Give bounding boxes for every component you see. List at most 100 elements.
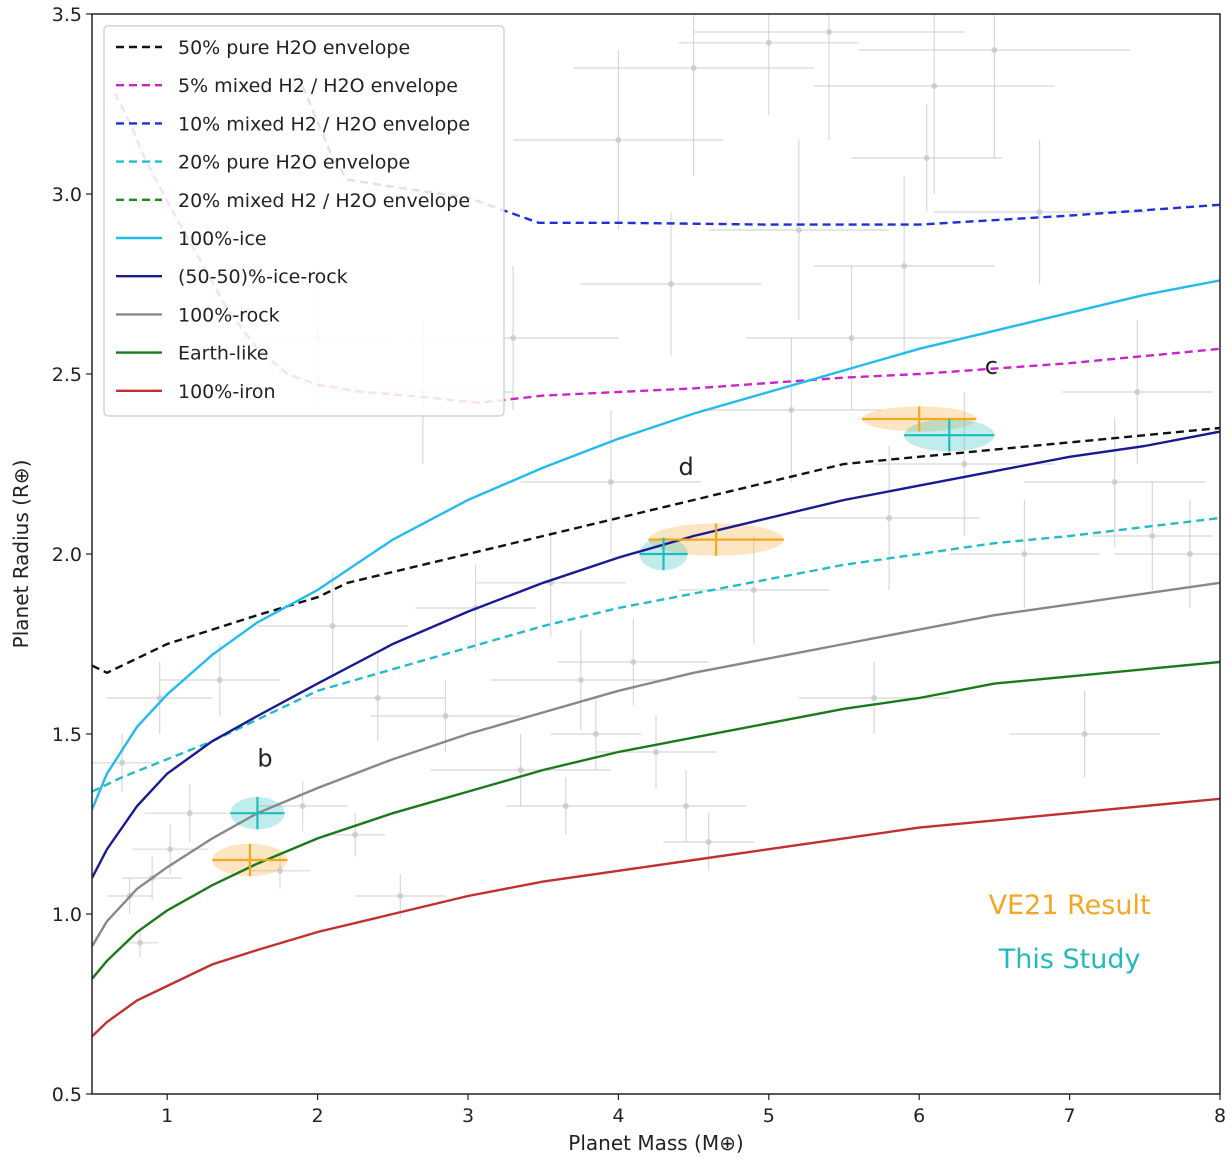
legend-item: 10% mixed H2 / H2O envelope [116, 113, 470, 135]
x-tick-label: 7 [1064, 1105, 1076, 1127]
y-tick-label: 1.0 [52, 904, 82, 926]
background-point [310, 654, 446, 742]
legend-label: Earth-like [178, 343, 268, 365]
background-point [1062, 320, 1213, 464]
legend-label: 20% mixed H2 / H2O envelope [178, 190, 470, 212]
background-point [505, 777, 626, 835]
legend-item: 100%-ice [116, 228, 267, 250]
legend-item: 20% pure H2O envelope [116, 152, 410, 174]
x-tick-label: 1 [161, 1105, 173, 1127]
background-point [708, 140, 890, 320]
x-tick-label: 4 [612, 1105, 624, 1127]
background-point [257, 572, 408, 680]
legend-label: (50-50)%-ice-rock [178, 266, 348, 288]
x-tick-label: 8 [1214, 1105, 1226, 1127]
planet-label-d: d [678, 453, 693, 481]
legend-label: 100%-ice [178, 228, 267, 250]
legend-label: 50% pure H2O envelope [178, 37, 410, 59]
y-tick-label: 3.0 [52, 184, 82, 206]
legend-label: 100%-rock [178, 304, 280, 326]
background-point [355, 874, 446, 918]
y-axis-label: Planet Radius (R⊕) [9, 460, 33, 649]
y-tick-label: 0.5 [52, 1084, 82, 1106]
background-point [520, 410, 702, 554]
legend-label: 5% mixed H2 / H2O envelope [178, 75, 458, 97]
background-point [813, 176, 995, 356]
errorbar-d [639, 537, 688, 571]
series-line-0 [92, 426, 1220, 675]
annotations: VE21 Result This Study [989, 890, 1151, 975]
background-point [798, 446, 980, 590]
legend-item: 50% pure H2O envelope [116, 37, 410, 59]
legend-item: 20% mixed H2 / H2O envelope [116, 190, 470, 212]
background-point [678, 14, 860, 115]
background-point [1092, 482, 1213, 590]
x-tick-label: 6 [913, 1105, 925, 1127]
background-point [144, 784, 235, 842]
background-point [663, 813, 754, 871]
background-point [249, 852, 311, 889]
background-point [490, 629, 672, 731]
background-point [874, 392, 1055, 536]
annotation-1: This Study [998, 944, 1141, 975]
errorbar-b [212, 843, 288, 877]
background-point [159, 644, 280, 716]
background-point [580, 212, 762, 356]
legend-item: Earth-like [116, 343, 268, 365]
background-point [1009, 690, 1160, 778]
legend-box [103, 25, 505, 417]
x-tick-label: 3 [462, 1105, 474, 1127]
y-tick-label: 3.5 [52, 4, 82, 26]
series-line-8 [92, 660, 1220, 980]
composition-curves [92, 85, 1220, 1038]
background-point [513, 50, 724, 230]
legend-label: 10% mixed H2 / H2O envelope [178, 113, 470, 135]
legend-item: 100%-rock [116, 304, 280, 326]
planet-label-c: c [985, 352, 998, 380]
background-exoplanet-points [92, 14, 1220, 958]
background-point [693, 14, 965, 140]
background-point [475, 528, 626, 637]
background-point [122, 928, 159, 958]
background-point [430, 734, 611, 806]
annotation-0: VE21 Result [989, 890, 1151, 921]
series-line-6 [92, 430, 1220, 879]
errorbar-d [648, 523, 784, 556]
series-line-1 [113, 92, 1220, 405]
background-point [370, 680, 521, 752]
y-axis-ticks: 0.5 1.0 1.5 2.0 2.5 3.0 3.5 [52, 4, 92, 1106]
x-axis-label: Planet Mass (M⊕) [568, 1131, 743, 1155]
legend: 50% pure H2O envelope 5% mixed H2 / H2O e… [103, 25, 505, 417]
legend-item: (50-50)%-ice-rock [116, 266, 348, 288]
background-point [859, 14, 1130, 158]
errorbar-b [230, 797, 285, 830]
background-point [558, 618, 709, 706]
background-point [625, 770, 747, 842]
legend-item: 100%-iron [116, 381, 276, 403]
background-point [851, 104, 1002, 212]
x-tick-label: 5 [763, 1105, 775, 1127]
background-point [949, 500, 1100, 608]
x-axis-ticks: 1 2 3 4 5 6 7 8 [161, 1094, 1226, 1127]
legend-label: 20% pure H2O envelope [178, 152, 410, 174]
legend-label: 100%-iron [178, 381, 276, 403]
series-line-9 [92, 797, 1220, 1038]
background-point [746, 266, 957, 410]
series-line-5 [92, 279, 1220, 811]
y-tick-label: 1.5 [52, 724, 82, 746]
y-tick-label: 2.0 [52, 544, 82, 566]
series-line-3 [92, 516, 1220, 793]
errorbar-c [862, 406, 977, 432]
background-point [325, 813, 386, 857]
errorbar-c [904, 419, 995, 452]
series-line-7 [92, 581, 1220, 948]
x-tick-label: 2 [312, 1105, 324, 1127]
measurement-errorbars [212, 406, 995, 877]
background-point [92, 734, 153, 792]
background-point [573, 14, 814, 176]
planet-labels: b d c [257, 352, 998, 772]
background-point [678, 536, 829, 644]
legend-item: 5% mixed H2 / H2O envelope [116, 75, 458, 97]
y-tick-label: 2.5 [52, 364, 82, 386]
